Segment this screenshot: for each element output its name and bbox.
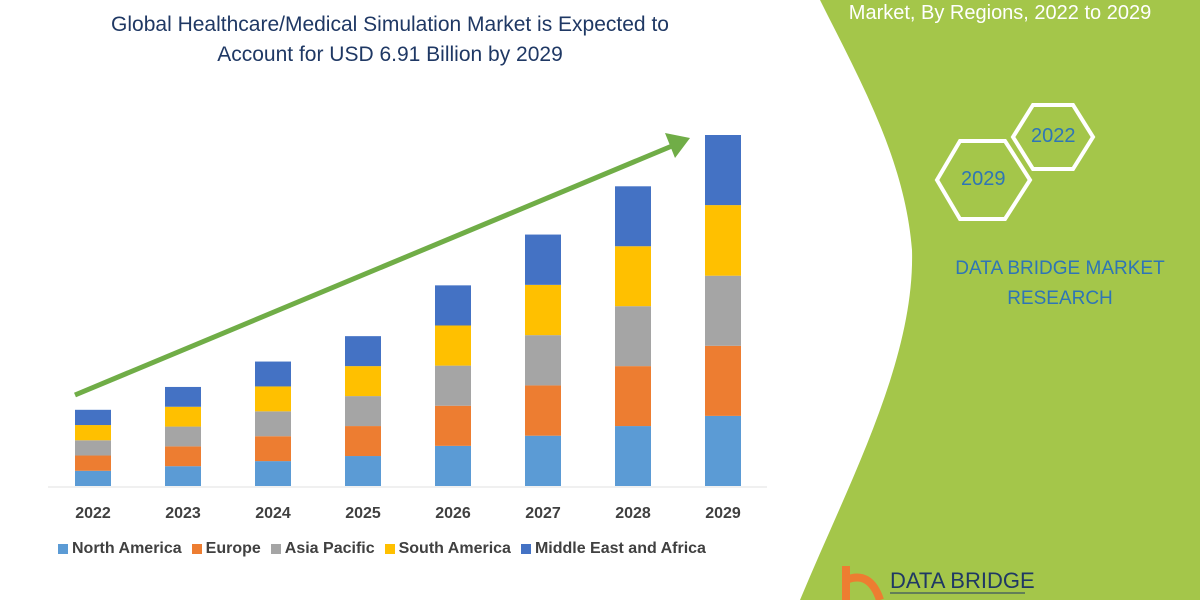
- bar-segment-2024-asia-pacific: [255, 411, 291, 437]
- bar-segment-2023-asia-pacific: [165, 426, 201, 447]
- bar-segment-2023-north-america: [165, 466, 201, 486]
- bar-segment-2028-north-america: [615, 426, 651, 486]
- green-side-panel: [800, 0, 1200, 600]
- x-tick-label: 2023: [165, 505, 201, 522]
- bar-segment-2026-south-america: [435, 325, 471, 366]
- bar-segment-2027-europe: [525, 385, 561, 436]
- bar-segment-2028-middle-east-and-africa: [615, 186, 651, 247]
- bar-segment-2027-north-america: [525, 435, 561, 486]
- brand-text: DATA BRIDGE MARKET RESEARCH: [955, 258, 1165, 309]
- legend-swatch: [191, 544, 202, 554]
- bar-segment-2025-north-america: [345, 456, 381, 486]
- legend-item-south-america: South America: [384, 540, 511, 558]
- bar-segment-2022-middle-east-and-africa: [75, 409, 111, 426]
- legend-label: South America: [398, 540, 511, 557]
- bar-segment-2029-middle-east-and-africa: [705, 135, 741, 206]
- bar-segment-2028-asia-pacific: [615, 306, 651, 367]
- title-line-1: Global Healthcare/Medical Simulation Mar…: [111, 13, 669, 36]
- legend-swatch: [270, 544, 281, 554]
- bar-segment-2028-south-america: [615, 246, 651, 307]
- legend-label: Europe: [205, 540, 261, 557]
- bar-segment-2026-north-america: [435, 445, 471, 486]
- bar-segment-2022-south-america: [75, 425, 111, 441]
- bar-segment-2024-south-america: [255, 386, 291, 412]
- legend-label: Middle East and Africa: [534, 540, 706, 557]
- bar-segment-2022-asia-pacific: [75, 440, 111, 456]
- bar-segment-2029-south-america: [705, 205, 741, 276]
- title-line-2: Account for USD 6.91 Billion by 2029: [217, 43, 563, 66]
- x-tick-label: 2024: [255, 505, 291, 522]
- legend-item-middle-east-africa: Middle East and Africa: [520, 540, 706, 558]
- legend-item-asia-pacific: Asia Pacific: [270, 540, 375, 558]
- logo-text: DATA BRIDGE: [890, 568, 1035, 593]
- hexagon-2029: [934, 139, 1033, 221]
- x-tick-label: 2025: [345, 505, 381, 522]
- x-tick-label: 2026: [435, 505, 471, 522]
- x-tick-label: 2028: [615, 505, 651, 522]
- bar-segment-2024-middle-east-and-africa: [255, 361, 291, 387]
- hexagon-2022: [1010, 103, 1096, 171]
- bar-segment-2022-north-america: [75, 470, 111, 486]
- hex-label-2022: 2022: [1031, 125, 1076, 147]
- trend-arrow: [74, 133, 690, 398]
- legend-swatch: [384, 544, 395, 554]
- bar-segment-2029-europe: [705, 345, 741, 416]
- x-tick-label: 2022: [75, 505, 111, 522]
- bar-segment-2023-europe: [165, 446, 201, 467]
- legend-label: North America: [72, 540, 182, 557]
- bar-segment-2025-middle-east-and-africa: [345, 336, 381, 367]
- bar-segment-2025-asia-pacific: [345, 396, 381, 427]
- bar-segment-2023-south-america: [165, 406, 201, 427]
- logo-mark: [842, 566, 1025, 600]
- legend-label: Asia Pacific: [284, 540, 375, 557]
- bar-segment-2029-asia-pacific: [705, 275, 741, 346]
- bar-segment-2024-europe: [255, 436, 291, 462]
- legend: North America Europe Asia Pacific South …: [58, 540, 706, 558]
- bar-segment-2028-europe: [615, 366, 651, 427]
- bar-segment-2025-europe: [345, 426, 381, 457]
- legend-swatch: [58, 544, 68, 554]
- bar-segment-2023-middle-east-and-africa: [165, 386, 201, 407]
- side-subtitle: Market, By Regions, 2022 to 2029: [848, 2, 1152, 24]
- hex-label-2029: 2029: [961, 168, 1006, 190]
- chart-title: Global Healthcare/Medical Simulation Mar…: [40, 10, 740, 70]
- bar-segment-2026-europe: [435, 405, 471, 446]
- bar-segment-2026-asia-pacific: [435, 365, 471, 406]
- legend-item-europe: Europe: [191, 540, 261, 558]
- bar-segment-2027-asia-pacific: [525, 335, 561, 386]
- bar-segment-2026-middle-east-and-africa: [435, 285, 471, 326]
- bar-segment-2027-south-america: [525, 284, 561, 336]
- legend-swatch: [520, 544, 531, 554]
- bar-segment-2024-north-america: [255, 461, 291, 486]
- x-tick-label: 2029: [705, 505, 741, 522]
- bar-segment-2025-south-america: [345, 366, 381, 397]
- bar-segment-2027-middle-east-and-africa: [525, 234, 561, 285]
- legend-item-north-america: North America: [58, 540, 182, 558]
- bar-segment-2029-north-america: [705, 415, 741, 486]
- bar-segment-2022-europe: [75, 455, 111, 471]
- x-tick-label: 2027: [525, 505, 561, 522]
